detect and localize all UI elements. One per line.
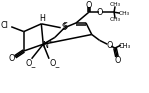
Text: S: S	[63, 22, 68, 31]
Text: O: O	[115, 56, 121, 65]
Text: O: O	[96, 8, 103, 17]
Text: Cl: Cl	[0, 21, 8, 30]
Text: CH₃: CH₃	[110, 17, 121, 22]
Text: O: O	[86, 1, 92, 10]
Text: −: −	[54, 64, 59, 69]
Text: O: O	[25, 59, 32, 68]
Text: +: +	[48, 39, 53, 44]
Text: O: O	[9, 54, 15, 63]
Text: S: S	[61, 23, 66, 32]
Text: O: O	[106, 41, 112, 50]
Text: CH₃: CH₃	[119, 43, 131, 49]
Text: N: N	[42, 41, 48, 50]
Text: −: −	[30, 64, 35, 69]
Text: H: H	[39, 13, 45, 23]
Text: CH₃: CH₃	[118, 11, 129, 16]
Text: O: O	[50, 59, 56, 68]
Text: CH₃: CH₃	[110, 2, 121, 7]
